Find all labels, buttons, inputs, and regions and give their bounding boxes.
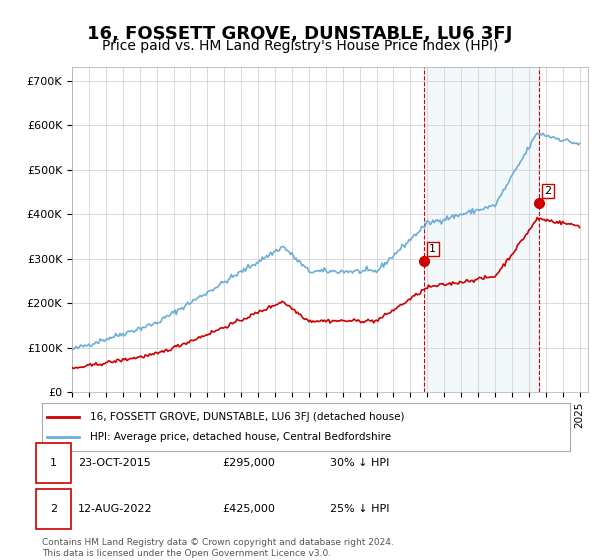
- Text: 16, FOSSETT GROVE, DUNSTABLE, LU6 3FJ: 16, FOSSETT GROVE, DUNSTABLE, LU6 3FJ: [88, 25, 512, 43]
- Text: 23-OCT-2015: 23-OCT-2015: [78, 458, 151, 468]
- Text: 1: 1: [50, 458, 57, 468]
- Text: 25% ↓ HPI: 25% ↓ HPI: [330, 504, 389, 514]
- Text: £425,000: £425,000: [222, 504, 275, 514]
- Text: £295,000: £295,000: [222, 458, 275, 468]
- Text: 2: 2: [50, 504, 57, 514]
- Text: HPI: Average price, detached house, Central Bedfordshire: HPI: Average price, detached house, Cent…: [89, 432, 391, 442]
- Text: Contains HM Land Registry data © Crown copyright and database right 2024.
This d: Contains HM Land Registry data © Crown c…: [42, 539, 394, 558]
- Text: Price paid vs. HM Land Registry's House Price Index (HPI): Price paid vs. HM Land Registry's House …: [102, 39, 498, 53]
- Bar: [424, 67, 539, 392]
- Text: 1: 1: [430, 244, 436, 254]
- Text: 2: 2: [544, 186, 551, 196]
- Text: 16, FOSSETT GROVE, DUNSTABLE, LU6 3FJ (detached house): 16, FOSSETT GROVE, DUNSTABLE, LU6 3FJ (d…: [89, 412, 404, 422]
- FancyBboxPatch shape: [36, 489, 71, 529]
- Text: 30% ↓ HPI: 30% ↓ HPI: [330, 458, 389, 468]
- Text: 12-AUG-2022: 12-AUG-2022: [78, 504, 152, 514]
- FancyBboxPatch shape: [36, 443, 71, 483]
